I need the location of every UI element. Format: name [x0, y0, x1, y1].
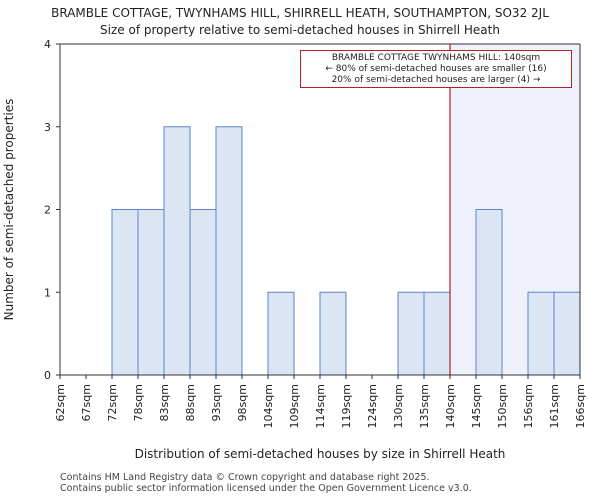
- x-tick-label: 150sqm: [496, 384, 509, 428]
- y-axis-label: Number of semi-detached properties: [2, 99, 16, 321]
- bar-114sqm: [319, 291, 347, 376]
- x-tick-label: 83sqm: [158, 384, 171, 421]
- x-tick-label: 104sqm: [262, 384, 275, 428]
- bar-78sqm: [137, 209, 165, 376]
- annotation-line-1: BRAMBLE COTTAGE TWYNHAMS HILL: 140sqm: [331, 53, 541, 63]
- x-tick-label: 98sqm: [236, 384, 249, 421]
- x-tick-label: 109sqm: [288, 384, 301, 428]
- bar-93sqm: [215, 126, 243, 376]
- annotation-line-3: 20% of semi-detached houses are larger (…: [331, 75, 541, 85]
- footer-licence: Contains public sector information licen…: [60, 483, 472, 494]
- bar-130sqm: [397, 291, 425, 376]
- x-tick-label: 135sqm: [418, 384, 431, 428]
- x-tick-label: 67sqm: [80, 384, 93, 421]
- bar-156sqm: [527, 291, 555, 376]
- y-tick-label: 2: [44, 204, 51, 217]
- bar-83sqm: [163, 126, 191, 376]
- x-tick-label: 93sqm: [210, 384, 223, 421]
- y-tick-label: 3: [44, 121, 51, 134]
- x-tick-label: 88sqm: [184, 384, 197, 421]
- x-axis-label: Distribution of semi-detached houses by …: [135, 447, 506, 461]
- x-tick-label: 156sqm: [522, 384, 535, 428]
- footer-copyright: Contains HM Land Registry data © Crown c…: [60, 472, 430, 483]
- bar-88sqm: [189, 209, 217, 376]
- chart-title: BRAMBLE COTTAGE, TWYNHAMS HILL, SHIRRELL…: [51, 6, 549, 20]
- x-tick-label: 119sqm: [340, 384, 353, 428]
- bar-104sqm: [267, 291, 295, 376]
- x-tick-label: 161sqm: [548, 384, 561, 428]
- chart-subtitle: Size of property relative to semi-detach…: [100, 23, 500, 37]
- x-tick-label: 72sqm: [106, 384, 119, 421]
- annotation-line-2: ← 80% of semi-detached houses are smalle…: [325, 64, 547, 74]
- x-tick-label: 166sqm: [574, 384, 587, 428]
- y-tick-label: 1: [44, 286, 51, 299]
- x-tick-label: 145sqm: [470, 384, 483, 428]
- x-tick-label: 124sqm: [366, 384, 379, 428]
- y-tick-label: 0: [44, 369, 51, 382]
- x-tick-label: 114sqm: [314, 384, 327, 428]
- x-tick-label: 62sqm: [54, 384, 67, 421]
- x-tick-label: 140sqm: [444, 384, 457, 428]
- x-tick-label: 78sqm: [132, 384, 145, 421]
- y-tick-label: 4: [44, 38, 51, 51]
- x-tick-label: 130sqm: [392, 384, 405, 428]
- bar-161sqm: [553, 291, 581, 376]
- bar-145sqm: [475, 209, 503, 376]
- bar-72sqm: [111, 209, 139, 376]
- bar-135sqm: [423, 291, 451, 376]
- property-annotation-box: BRAMBLE COTTAGE TWYNHAMS HILL: 140sqm ← …: [300, 50, 572, 88]
